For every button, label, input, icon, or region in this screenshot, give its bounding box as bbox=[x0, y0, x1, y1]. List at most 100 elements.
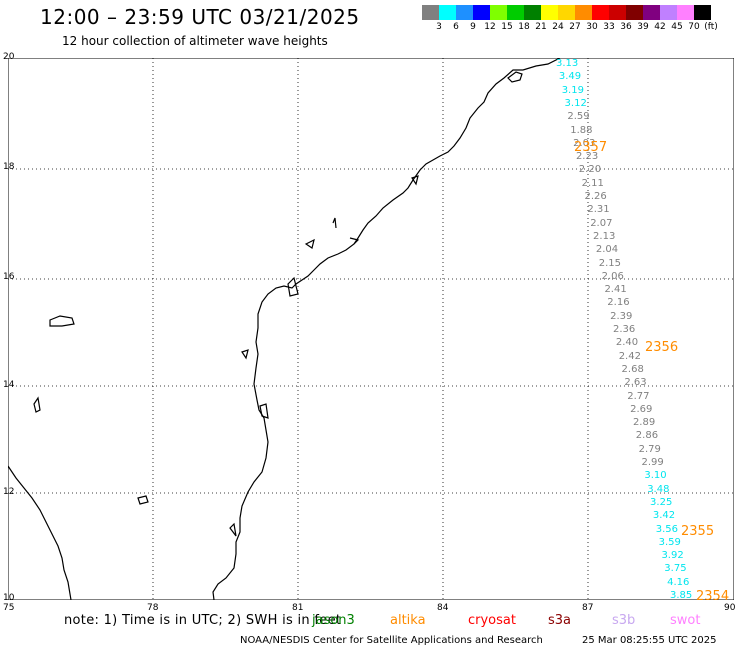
island-east-2 bbox=[259, 403, 269, 419]
colorbar-label: 6 bbox=[453, 22, 459, 32]
swh-value: 2.36 bbox=[613, 324, 636, 335]
colorbar-label: 24 bbox=[552, 22, 564, 32]
y-tick: 14 bbox=[3, 380, 15, 390]
y-tick: 20 bbox=[3, 52, 15, 62]
swh-value: 1.88 bbox=[570, 124, 593, 136]
colorbar-label: 33 bbox=[603, 22, 615, 32]
colorbar-swatch bbox=[422, 5, 439, 20]
swh-value: 2.04 bbox=[595, 244, 619, 256]
colorbar-swatch bbox=[558, 5, 575, 20]
island-east-3 bbox=[229, 522, 237, 537]
colorbar-label: 15 bbox=[501, 22, 513, 32]
legend-s3b: s3b bbox=[612, 613, 636, 628]
colorbar-label: 21 bbox=[535, 22, 547, 32]
pass-time-label: 2354 bbox=[696, 589, 730, 604]
colorbar-label: 36 bbox=[620, 22, 632, 32]
swh-value: 2.07 bbox=[590, 217, 613, 229]
x-tick: 78 bbox=[147, 603, 159, 613]
generated-timestamp: 25 Mar 08:25:55 UTC 2025 bbox=[582, 635, 717, 646]
swh-value: 2.40 bbox=[615, 337, 639, 349]
colorbar-swatch bbox=[609, 5, 626, 20]
coastline-west bbox=[8, 465, 72, 600]
colorbar-swatch bbox=[626, 5, 643, 20]
swh-value: 2.69 bbox=[630, 403, 653, 415]
swh-value: 3.25 bbox=[650, 496, 673, 508]
y-tick: 16 bbox=[3, 272, 15, 282]
swh-value: 3.56 bbox=[655, 523, 679, 535]
colorbar-label: 27 bbox=[569, 22, 581, 32]
swh-value: 2.79 bbox=[638, 443, 661, 455]
island-north bbox=[507, 71, 523, 83]
legend-cryosat: cryosat bbox=[468, 613, 516, 628]
colorbar-swatch bbox=[473, 5, 490, 20]
colorbar-swatch bbox=[660, 5, 677, 20]
x-tick: 84 bbox=[437, 603, 449, 613]
colorbar-swatch bbox=[507, 5, 524, 20]
colorbar-swatch bbox=[541, 5, 558, 20]
colorbar-label: 18 bbox=[518, 22, 530, 32]
map-svg bbox=[8, 58, 734, 600]
colorbar-swatch bbox=[456, 5, 473, 20]
colorbar-label: 9 bbox=[470, 22, 476, 32]
swh-value: 2.15 bbox=[598, 257, 622, 269]
swh-value: 3.42 bbox=[652, 510, 676, 522]
swh-value: 2.23 bbox=[575, 151, 599, 163]
colorbar-label: (ft) bbox=[704, 22, 718, 32]
swh-value: 2.59 bbox=[567, 111, 590, 123]
colorbar-label: 70 bbox=[688, 22, 700, 32]
swh-value: 2.42 bbox=[618, 350, 641, 362]
swh-value: 2.77 bbox=[627, 390, 650, 402]
colorbar-swatch bbox=[439, 5, 456, 20]
colorbar-swatch bbox=[694, 5, 711, 20]
swh-value: 3.92 bbox=[661, 550, 684, 562]
swh-value: 3.59 bbox=[658, 536, 681, 548]
swh-value: 2.26 bbox=[584, 191, 607, 202]
y-tick: 12 bbox=[3, 487, 15, 497]
island-west-2 bbox=[33, 396, 41, 413]
swh-value: 2.63 bbox=[624, 377, 647, 389]
swh-value: 2.89 bbox=[632, 417, 656, 429]
legend-altika: altika bbox=[390, 613, 426, 628]
colorbar-label: 3 bbox=[436, 22, 442, 32]
colorbar-label: 12 bbox=[484, 22, 496, 32]
lagoon bbox=[287, 276, 299, 297]
swh-value: 3.19 bbox=[561, 84, 584, 96]
swh-value: 3.13 bbox=[556, 58, 579, 69]
colorbar-label: 45 bbox=[671, 22, 683, 32]
swh-value: 3.48 bbox=[647, 483, 670, 495]
swh-value: 2.06 bbox=[601, 270, 624, 282]
colorbar-label: 30 bbox=[586, 22, 598, 32]
x-tick: 87 bbox=[582, 603, 594, 613]
swh-value: 2.13 bbox=[593, 230, 616, 242]
swh-value: 2.31 bbox=[587, 204, 610, 216]
island-west bbox=[49, 315, 75, 327]
map-title: 12:00 – 23:59 UTC 03/21/2025 bbox=[40, 5, 360, 29]
pass-time-label: 2356 bbox=[645, 340, 679, 355]
swh-value: 3.49 bbox=[558, 71, 582, 83]
swh-value: 3.10 bbox=[644, 470, 667, 482]
swh-value: 3.85 bbox=[670, 590, 693, 601]
swh-value: 2.99 bbox=[641, 457, 664, 468]
colorbar-swatch bbox=[677, 5, 694, 20]
island-1 bbox=[304, 238, 315, 249]
island-west-3 bbox=[137, 495, 149, 505]
swh-value: 3.12 bbox=[564, 97, 587, 109]
colorbar-swatch bbox=[524, 5, 541, 20]
swh-value: 2.03 bbox=[573, 137, 596, 149]
map-area: 20 18 16 14 12 10 75 78 81 84 87 90 3.13… bbox=[3, 52, 735, 613]
swh-value: 4.16 bbox=[667, 576, 690, 588]
coastline-east bbox=[212, 58, 561, 600]
island-east-4 bbox=[411, 175, 419, 186]
island-east-1 bbox=[241, 349, 249, 360]
pass-time-label: 2357 bbox=[574, 140, 608, 155]
swh-value: 2.86 bbox=[635, 430, 659, 442]
colorbar-swatch bbox=[575, 5, 592, 20]
colorbar-swatch bbox=[592, 5, 609, 20]
map-subtitle: 12 hour collection of altimeter wave hei… bbox=[62, 34, 328, 48]
x-tick: 75 bbox=[3, 603, 15, 613]
island-2 bbox=[349, 237, 360, 245]
legend-s3a: s3a bbox=[548, 613, 572, 628]
swh-value: 2.11 bbox=[581, 177, 604, 189]
legend-jason3: jason3 bbox=[312, 613, 355, 628]
y-tick: 10 bbox=[3, 593, 15, 603]
